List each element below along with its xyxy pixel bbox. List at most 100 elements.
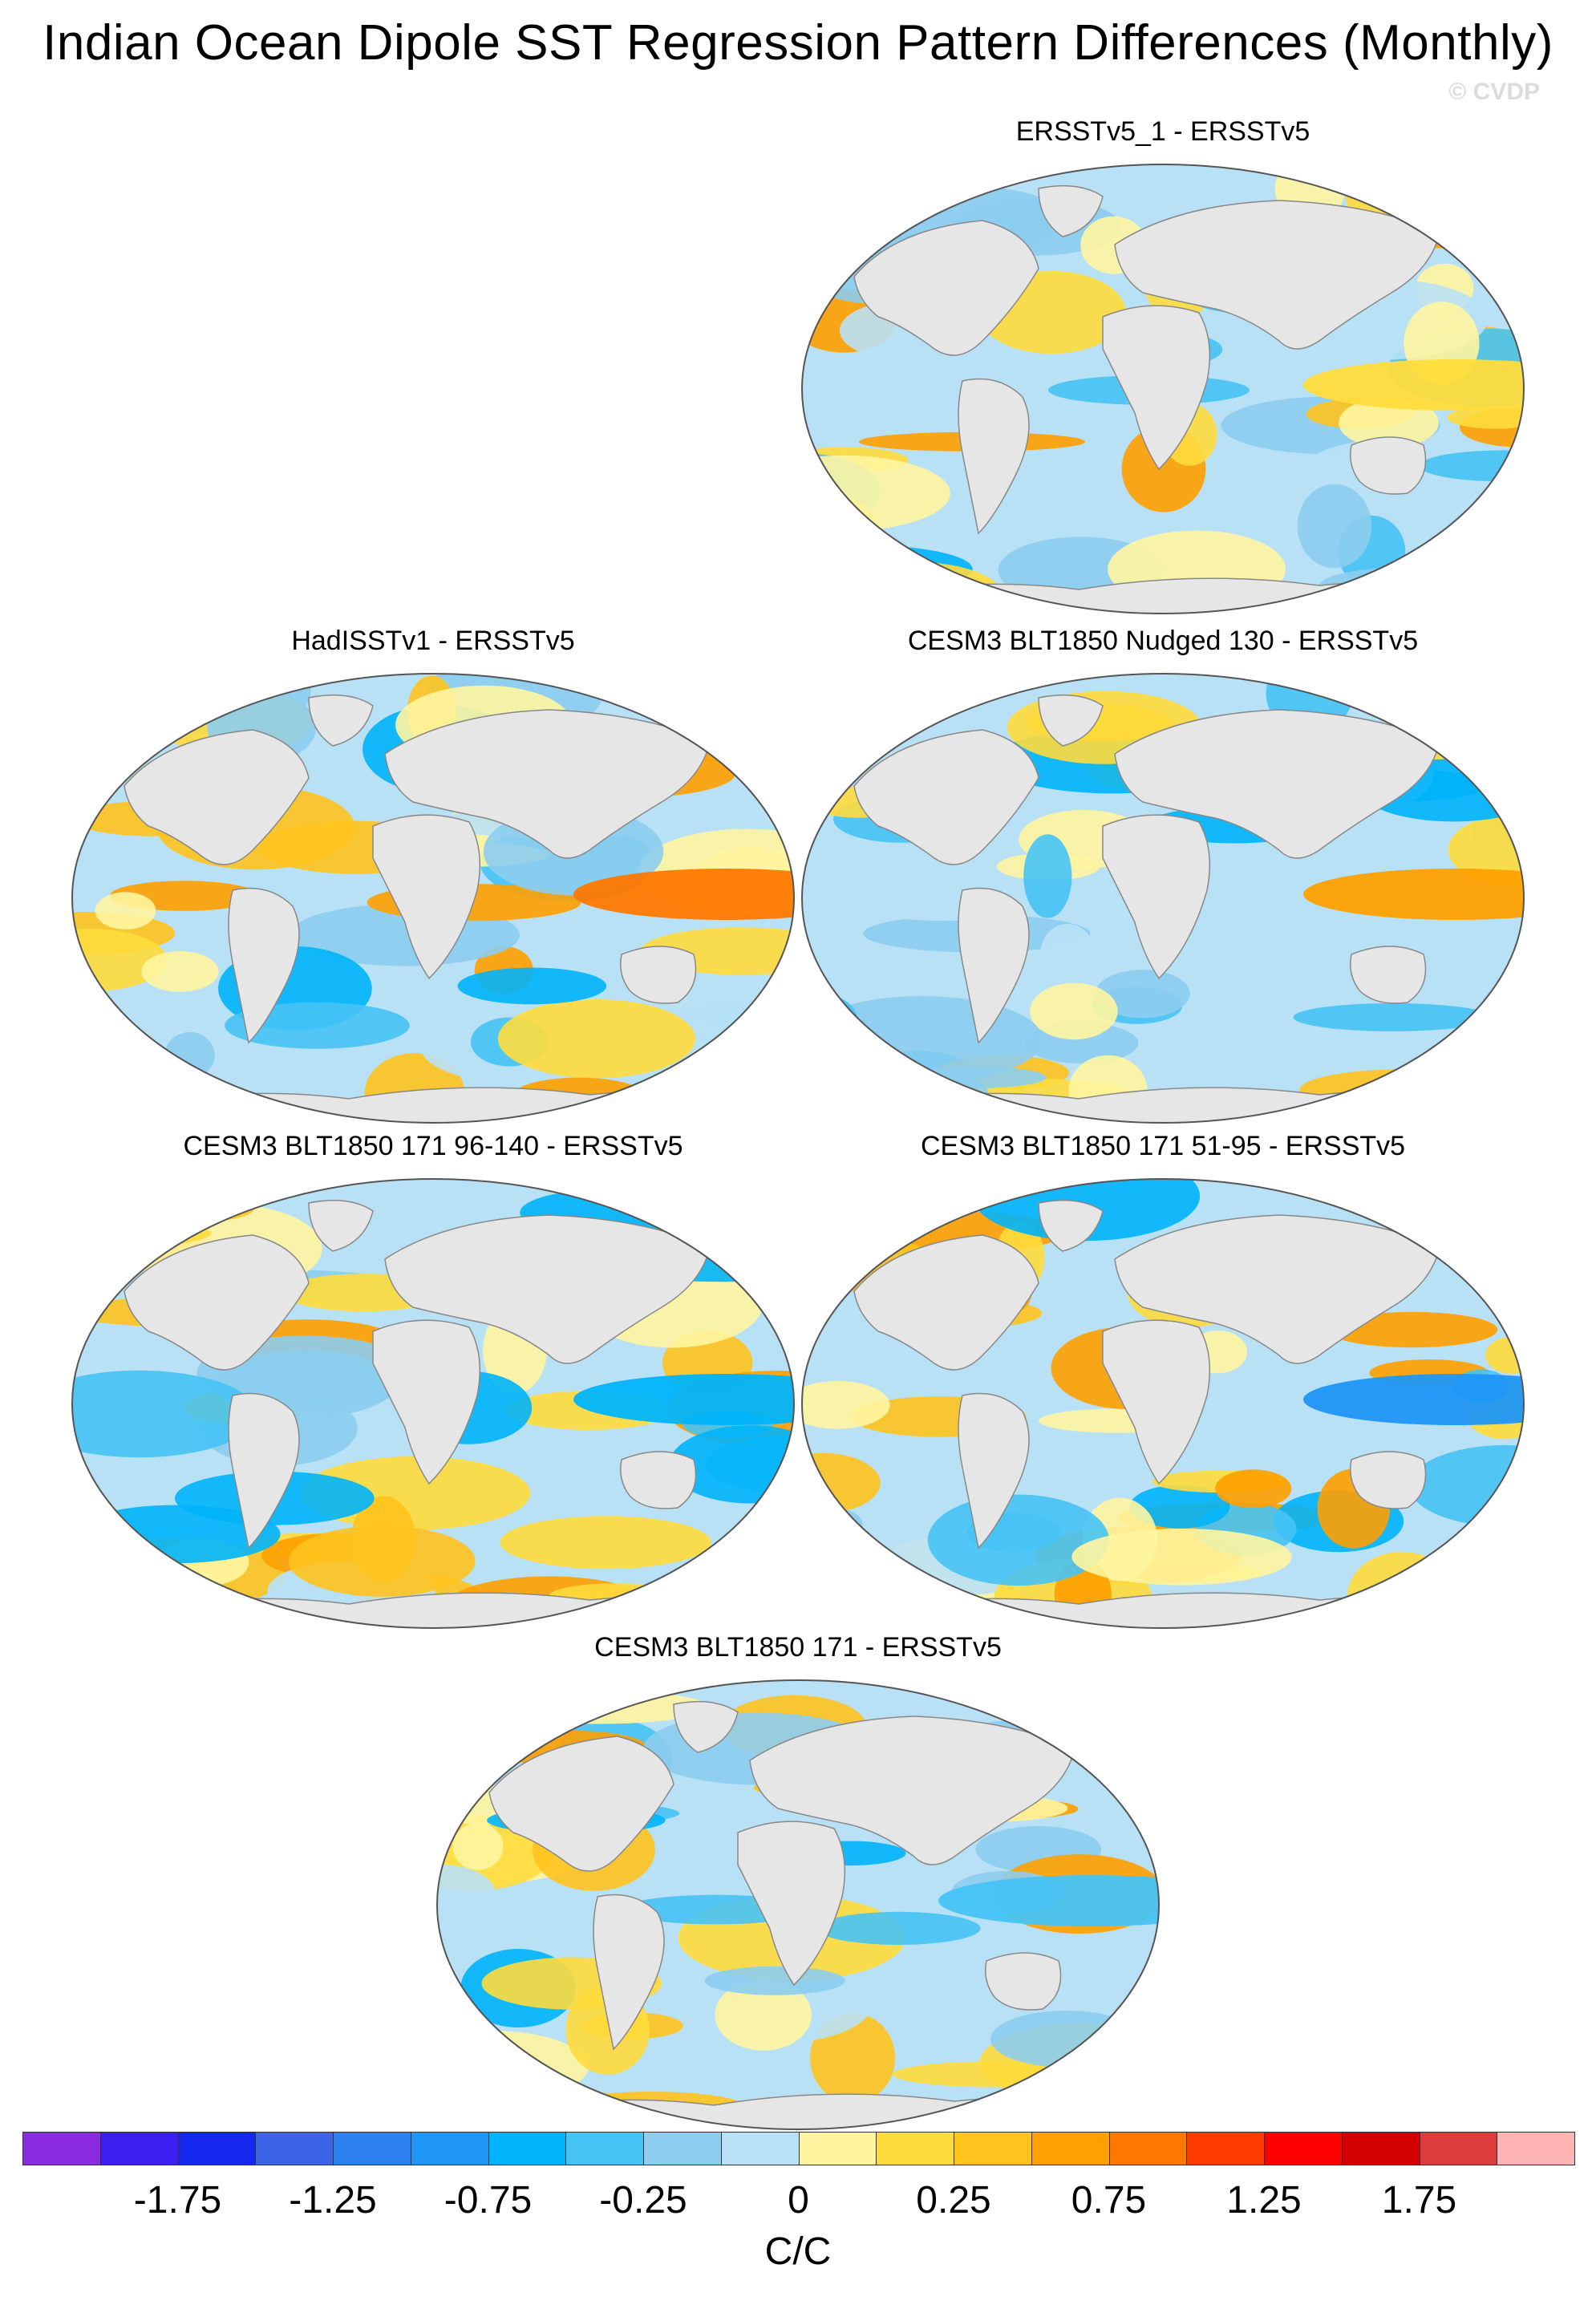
colorbar-swatch bbox=[1264, 2132, 1343, 2165]
anomaly-patch bbox=[1095, 970, 1190, 1019]
continent bbox=[228, 887, 300, 1044]
colorbar-swatch bbox=[720, 2132, 800, 2165]
anomaly-patch bbox=[452, 1823, 504, 1870]
robinson-map bbox=[71, 1178, 795, 1629]
anomaly-patch bbox=[1030, 982, 1118, 1040]
colorbar-tick-label: 0 bbox=[788, 2179, 809, 2222]
continent bbox=[1350, 1451, 1427, 1509]
continent bbox=[308, 694, 374, 747]
colorbar-tick-label: -0.75 bbox=[444, 2179, 533, 2222]
anomaly-patch bbox=[1040, 924, 1095, 980]
anomaly-patch bbox=[164, 1031, 215, 1079]
colorbar-swatch bbox=[1186, 2132, 1265, 2165]
colorbar-tick-label: 0.75 bbox=[1071, 2179, 1147, 2222]
map-outline bbox=[436, 1679, 1160, 2130]
colorbar-tick-label: 0.25 bbox=[916, 2179, 991, 2222]
anomaly-patch bbox=[141, 951, 219, 992]
colorbar-swatch bbox=[1031, 2132, 1110, 2165]
continent bbox=[620, 946, 697, 1004]
anomaly-patch bbox=[802, 1380, 890, 1429]
colorbar-tick-label: -0.25 bbox=[599, 2179, 687, 2222]
anomaly-patch bbox=[437, 1774, 477, 1813]
colorbar-swatch bbox=[1341, 2132, 1420, 2165]
continent bbox=[853, 220, 1039, 356]
colorbar-swatch bbox=[798, 2132, 877, 2165]
anomaly-patch bbox=[1339, 397, 1439, 448]
continent bbox=[1038, 694, 1104, 747]
anomaly-patch bbox=[152, 1192, 255, 1222]
continent bbox=[1038, 184, 1104, 237]
anomaly-patch bbox=[990, 2010, 1143, 2068]
continent bbox=[372, 1319, 481, 1485]
continent bbox=[308, 1199, 374, 1252]
map-outline bbox=[71, 673, 795, 1124]
anomaly-patch bbox=[1436, 1179, 1524, 1243]
anomaly-patch bbox=[437, 1865, 496, 1922]
pacific-tongue bbox=[573, 869, 794, 920]
anomaly-patch bbox=[802, 995, 1043, 1084]
anomaly-patch bbox=[1129, 1485, 1230, 1529]
continent bbox=[1114, 1214, 1440, 1364]
main-title: Indian Ocean Dipole SST Regression Patte… bbox=[43, 15, 1553, 71]
colorbar-tick-label: -1.25 bbox=[289, 2179, 377, 2222]
continent bbox=[673, 1700, 739, 1753]
colorbar-units: C/C bbox=[764, 2230, 832, 2273]
continent bbox=[1038, 1199, 1104, 1252]
colorbar-swatch bbox=[954, 2132, 1032, 2165]
anomaly-patch bbox=[1444, 691, 1524, 711]
continent bbox=[384, 709, 711, 859]
anomaly-patch bbox=[289, 1525, 476, 1597]
anomaly-patch bbox=[500, 1516, 711, 1570]
colorbar-swatch bbox=[1497, 2132, 1575, 2165]
continent bbox=[958, 1392, 1030, 1549]
anomaly-patch bbox=[1023, 834, 1072, 918]
map-panel: CESM3 BLT1850 171 96-140 - ERSSTv5 bbox=[68, 1131, 798, 1652]
map-outline bbox=[801, 673, 1525, 1124]
colorbar-swatch bbox=[255, 2132, 334, 2165]
colorbar-swatch bbox=[488, 2132, 567, 2165]
continent bbox=[124, 1234, 310, 1371]
anomaly-patch bbox=[1439, 1071, 1524, 1099]
panel-title: CESM3 BLT1850 171 96-140 - ERSSTv5 bbox=[183, 1131, 683, 1161]
robinson-map bbox=[801, 673, 1525, 1124]
continent bbox=[985, 1952, 1062, 2011]
anomaly-patch bbox=[816, 1911, 981, 1945]
map-outline bbox=[801, 1178, 1525, 1629]
continent bbox=[488, 1736, 674, 1872]
anomaly-patch bbox=[805, 728, 861, 770]
continent bbox=[372, 814, 481, 980]
continent bbox=[853, 729, 1039, 865]
continent bbox=[1114, 709, 1440, 859]
anomaly-patch bbox=[476, 1707, 562, 1744]
anomaly-patch bbox=[893, 2061, 1101, 2088]
anomaly-patch bbox=[1401, 172, 1524, 195]
anomaly-patch bbox=[1071, 1529, 1292, 1586]
continent bbox=[749, 1715, 1075, 1865]
anomaly-patch bbox=[1319, 567, 1498, 605]
colorbar-swatch bbox=[99, 2132, 179, 2165]
anomaly-patch bbox=[1037, 2080, 1127, 2129]
robinson-map bbox=[436, 1679, 1160, 2130]
robinson-map bbox=[801, 1178, 1525, 1629]
continent bbox=[124, 729, 310, 865]
map-panel: ERSSTv5_1 - ERSSTv5 bbox=[798, 116, 1528, 638]
anomaly-patch bbox=[457, 967, 607, 1005]
pacific-tongue bbox=[573, 1374, 794, 1425]
cvdp-watermark: © CVDP bbox=[1448, 79, 1540, 105]
colorbar-swatch bbox=[22, 2132, 101, 2165]
map-panel: CESM3 BLT1850 171 - ERSSTv5 bbox=[433, 1632, 1163, 2153]
anomaly-patch bbox=[728, 1237, 794, 1270]
continent bbox=[384, 1214, 711, 1364]
anomaly-patch bbox=[808, 1508, 863, 1540]
map-outline bbox=[801, 164, 1525, 614]
panel-title: CESM3 BLT1850 Nudged 130 - ERSSTv5 bbox=[907, 626, 1419, 656]
anomaly-patch bbox=[1493, 1534, 1524, 1593]
continent bbox=[737, 1821, 846, 1987]
anomaly-patch bbox=[1347, 1551, 1456, 1628]
anomaly-patch bbox=[1485, 1336, 1524, 1374]
colorbar-tick-label: 1.75 bbox=[1381, 2179, 1457, 2222]
robinson-map bbox=[801, 164, 1525, 614]
anomaly-patch bbox=[225, 1002, 410, 1049]
continent bbox=[620, 1451, 697, 1509]
pacific-tongue bbox=[1303, 359, 1524, 411]
